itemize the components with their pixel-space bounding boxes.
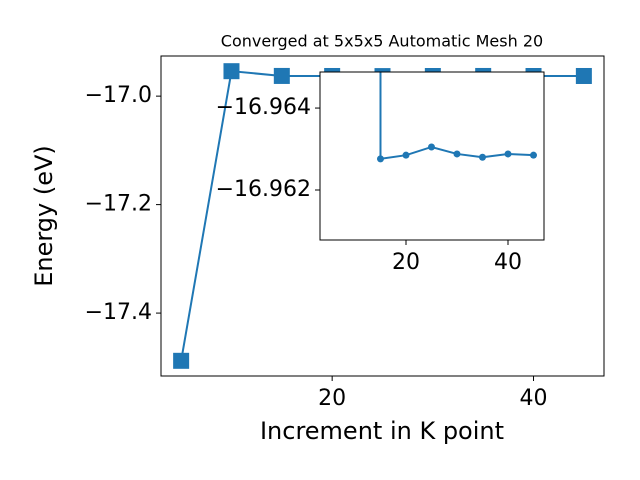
x-tick-label: 20 xyxy=(318,386,346,411)
marker xyxy=(223,63,240,80)
marker xyxy=(402,151,410,159)
chart-title: Converged at 5x5x5 Automatic Mesh 20 xyxy=(221,32,543,51)
x-tick-label: 20 xyxy=(392,250,420,275)
x-tick-label: 40 xyxy=(520,386,548,411)
y-tick-label: −16.962 xyxy=(216,177,311,202)
y-tick-label: −17.0 xyxy=(85,83,152,108)
y-axis-label: Energy (eV) xyxy=(30,145,58,287)
marker xyxy=(453,150,461,158)
axes-frame xyxy=(319,71,545,241)
marker xyxy=(173,352,190,369)
marker xyxy=(575,67,592,84)
marker xyxy=(478,153,486,161)
marker xyxy=(529,151,537,159)
marker xyxy=(376,155,384,163)
marker xyxy=(504,150,512,158)
x-tick-label: 40 xyxy=(494,250,522,275)
y-tick-label: −17.2 xyxy=(85,192,152,217)
marker xyxy=(273,67,290,84)
y-tick-label: −16.964 xyxy=(216,95,311,120)
y-tick-label: −17.4 xyxy=(85,300,152,325)
marker xyxy=(427,143,435,151)
x-axis-label: Increment in K point xyxy=(260,417,504,445)
axes-frame xyxy=(160,55,605,377)
